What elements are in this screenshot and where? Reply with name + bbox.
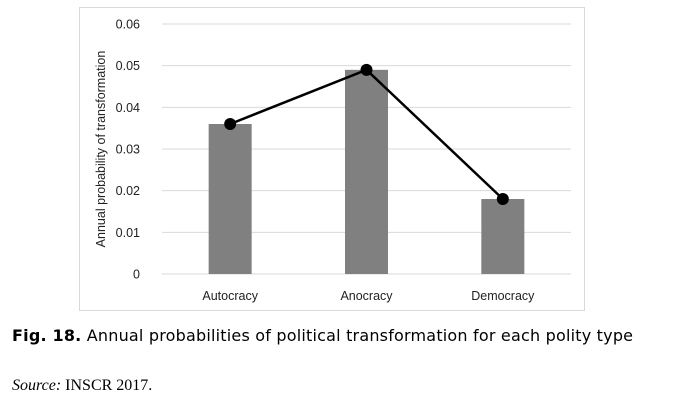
- x-tick-label: Anocracy: [340, 289, 393, 303]
- y-tick-label: 0.03: [116, 143, 140, 157]
- bar-line-chart: 0 0.01 0.02 0.03 0.04 0.05 0.06 Annual probabil…: [94, 18, 571, 303]
- y-tick-label: 0.05: [116, 59, 140, 73]
- bar: [481, 199, 525, 274]
- figure-caption: Fig. 18. Annual probabilities of politic…: [12, 324, 652, 347]
- bar: [345, 69, 388, 274]
- y-tick-label: 0.06: [116, 18, 140, 32]
- y-axis-label: Annual probability of transformation: [94, 51, 108, 248]
- source-note: Source: INSCR 2017.: [12, 377, 152, 395]
- source-text: INSCR 2017.: [65, 377, 153, 394]
- y-tick-label: 0.04: [116, 101, 140, 115]
- chart-frame: 0 0.01 0.02 0.03 0.04 0.05 0.06 Annual probabil…: [79, 7, 585, 311]
- y-tick-label: 0: [133, 268, 140, 282]
- bar: [208, 124, 252, 274]
- data-point: [224, 118, 237, 130]
- source-label: Source:: [12, 377, 62, 394]
- y-tick-label: 0.02: [116, 184, 140, 198]
- x-tick-label: Autocracy: [202, 289, 258, 303]
- figure-label: Fig. 18.: [12, 326, 82, 345]
- data-point: [496, 193, 509, 205]
- x-tick-label: Democracy: [471, 289, 535, 303]
- figure-caption-text: Annual probabilities of political transf…: [86, 326, 634, 345]
- y-tick-label: 0.01: [116, 226, 140, 240]
- data-point: [360, 63, 373, 76]
